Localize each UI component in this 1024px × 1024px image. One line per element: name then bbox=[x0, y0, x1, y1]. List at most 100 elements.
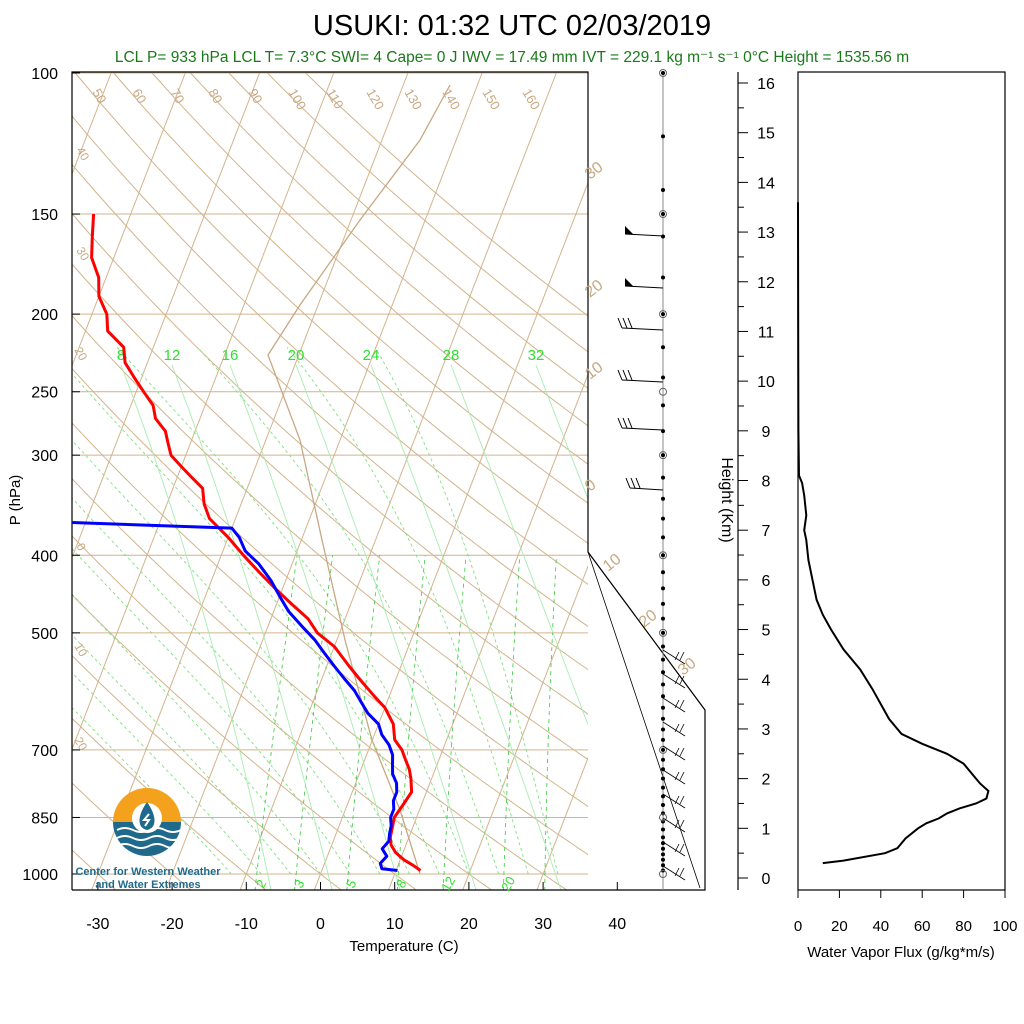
barb-dot-120 bbox=[661, 134, 665, 139]
barb-dot-460 bbox=[661, 601, 665, 606]
barb-calm-850 bbox=[659, 813, 667, 822]
x-axis-label: Temperature (C) bbox=[349, 938, 458, 955]
wind-barb-lower-8 bbox=[662, 841, 686, 857]
logo-text-line2: and Water Extremes bbox=[95, 879, 201, 891]
dry-adiabat-120 bbox=[113, 72, 588, 504]
barb-calm-250 bbox=[659, 387, 667, 396]
dry-adiabat-label-70: 70 bbox=[167, 86, 187, 106]
barb-dot-360 bbox=[661, 516, 665, 521]
wind-feather-lower-6-0 bbox=[679, 795, 685, 805]
moist-curve-16 bbox=[229, 364, 401, 890]
wind-barb-upper-3 bbox=[621, 379, 664, 383]
left-isotherm-label-4: 10 bbox=[71, 641, 90, 660]
x-tick-10: 10 bbox=[386, 916, 404, 933]
dry-adiabat-0 bbox=[72, 654, 342, 890]
barb-dot-620 bbox=[661, 705, 665, 710]
dry-adiabat-80 bbox=[72, 212, 588, 671]
wind-barb-upper-2 bbox=[621, 327, 664, 331]
barb-dot-240 bbox=[661, 375, 665, 380]
figure-title: USUKI: 01:32 UTC 02/03/2019 bbox=[312, 10, 712, 42]
dry-adiabat-label-130: 130 bbox=[401, 86, 425, 112]
wind-feather-lower-0-1 bbox=[674, 651, 680, 661]
wind-feather-4-2 bbox=[627, 417, 633, 429]
wind-feather-lower-4-0 bbox=[679, 747, 685, 757]
dry-adiabat-label-150: 150 bbox=[479, 86, 503, 112]
barb-dot-945 bbox=[661, 852, 665, 857]
barb-dot-150 bbox=[661, 212, 665, 217]
barb-dot-700 bbox=[661, 747, 665, 752]
mixing-ratio-2 bbox=[254, 555, 298, 890]
barb-calm-300 bbox=[659, 451, 667, 460]
logo-text: Center for Western Weather and Water Ext… bbox=[66, 866, 230, 892]
dry-adiabat-40 bbox=[72, 422, 588, 856]
moist-curve-8 bbox=[120, 364, 272, 890]
x-tick-30: 30 bbox=[534, 916, 552, 933]
flux-tick-100: 100 bbox=[992, 918, 1017, 935]
barb-dot-200 bbox=[661, 312, 665, 317]
flux-frame bbox=[797, 71, 1006, 891]
mixing-ratio-bottom-5: 5 bbox=[343, 877, 360, 891]
wind-barb-lower-2 bbox=[662, 697, 686, 713]
dry-adiabat-label-60: 60 bbox=[129, 86, 149, 106]
flux-tick-80: 80 bbox=[955, 918, 972, 935]
moist-adiabat-4 bbox=[72, 548, 351, 875]
moist-curve-12 bbox=[171, 364, 333, 890]
moist-curve-24 bbox=[370, 364, 562, 890]
barb-dot-260 bbox=[661, 403, 665, 408]
logo-text-line1: Center for Western Weather bbox=[75, 866, 221, 878]
y-tick-200: 200 bbox=[31, 307, 58, 324]
barb-dot-780 bbox=[661, 785, 665, 790]
logo-bolt-icon bbox=[141, 813, 151, 827]
barb-dot-440 bbox=[661, 586, 665, 591]
height-tick-14: 14 bbox=[757, 175, 775, 192]
wind-barb-lower-9 bbox=[662, 865, 686, 881]
barb-dot-960 bbox=[661, 857, 665, 862]
left-isotherm-label-2: 20 bbox=[71, 345, 90, 364]
barb-dot-720 bbox=[661, 757, 665, 762]
barb-dot-760 bbox=[661, 776, 665, 781]
barb-dot-640 bbox=[661, 716, 665, 721]
wind-feather-lower-0-0 bbox=[679, 651, 685, 661]
height-axis-label: Height (Km) bbox=[718, 457, 735, 542]
barb-dot-400 bbox=[661, 553, 665, 558]
height-tick-13: 13 bbox=[757, 225, 775, 242]
barb-dot-915 bbox=[661, 841, 665, 846]
y-tick-100: 100 bbox=[31, 66, 58, 83]
dry-adiabat-140 bbox=[190, 72, 588, 427]
barb-dot-560 bbox=[661, 670, 665, 675]
barb-calm-1000 bbox=[659, 870, 667, 878]
isotherm--30 bbox=[91, 72, 409, 890]
left-isotherm-label-1: 30 bbox=[73, 245, 92, 264]
barb-calm-200 bbox=[659, 310, 667, 319]
moist-adiabat--4 bbox=[72, 634, 292, 875]
height-tick-3: 3 bbox=[762, 722, 771, 739]
height-tick-16: 16 bbox=[757, 76, 775, 93]
wind-barb-upper-5 bbox=[629, 487, 664, 491]
wind-feather-3-2 bbox=[627, 369, 633, 381]
barb-dot-900 bbox=[661, 835, 665, 840]
x-tick-0: 0 bbox=[316, 916, 325, 933]
barb-dot-140 bbox=[661, 188, 665, 193]
moist-curve-28 bbox=[450, 364, 588, 726]
height-tick-9: 9 bbox=[762, 424, 771, 441]
barb-dot-300 bbox=[661, 453, 665, 458]
height-tick-11: 11 bbox=[758, 324, 775, 341]
barb-dot-100 bbox=[661, 71, 665, 75]
barb-dot-420 bbox=[661, 570, 665, 575]
y-tick-250: 250 bbox=[31, 385, 58, 402]
y-tick-400: 400 bbox=[31, 548, 58, 565]
wind-feather-lower-8-1 bbox=[674, 843, 680, 853]
wind-feather-lower-7-0 bbox=[679, 819, 685, 829]
wind-feather-lower-2-1 bbox=[674, 699, 680, 709]
dry-adiabat-130 bbox=[151, 72, 588, 465]
barb-dot-320 bbox=[661, 475, 665, 480]
flux-tick-40: 40 bbox=[872, 918, 889, 935]
dry-adiabat-100 bbox=[72, 115, 588, 586]
wind-barb-lower-7 bbox=[662, 817, 686, 833]
wind-feather-lower-5-1 bbox=[674, 771, 680, 781]
barb-calm-500 bbox=[659, 628, 667, 637]
dry-adiabat-70 bbox=[72, 263, 588, 715]
wind-barb-upper-0 bbox=[624, 233, 664, 237]
dry-adiabat-170 bbox=[305, 72, 588, 317]
barb-dot-930 bbox=[661, 846, 665, 851]
